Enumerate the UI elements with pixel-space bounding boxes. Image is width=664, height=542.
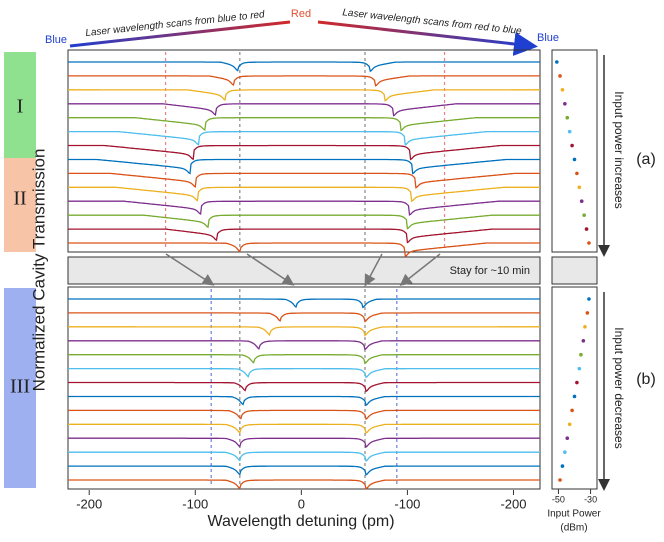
transmission-trace <box>68 242 540 258</box>
transmission-trace <box>68 395 540 407</box>
transmission-trace <box>68 409 540 421</box>
power-point <box>565 115 570 120</box>
transmission-trace <box>68 130 540 146</box>
region-band <box>4 158 36 252</box>
power-point <box>555 60 559 64</box>
transmission-trace <box>68 326 540 337</box>
power-point <box>567 422 572 427</box>
transmission-trace <box>68 214 540 230</box>
region-label: II <box>13 188 26 210</box>
x-tick-label: -100 <box>182 496 208 511</box>
power-arrow-text: Input power increases <box>612 91 626 208</box>
transmission-trace <box>68 117 540 132</box>
region-label: I <box>17 96 24 118</box>
transmission-trace <box>68 354 540 365</box>
transmission-trace <box>68 89 540 102</box>
scan-arrow <box>69 20 291 48</box>
transmission-trace <box>68 423 540 435</box>
y-axis-label: Normalized Cavity Transmission <box>29 149 48 392</box>
x-tick-label: -200 <box>76 496 102 511</box>
transmission-trace <box>68 172 540 189</box>
region-band <box>4 288 36 488</box>
side-frame <box>551 49 598 253</box>
power-point <box>581 338 586 343</box>
transmission-trace <box>68 312 540 323</box>
wait-band <box>67 256 541 285</box>
power-point <box>575 380 579 385</box>
power-point <box>563 101 567 106</box>
x-tick-label: -30 <box>584 494 597 504</box>
region-label: III <box>10 376 30 398</box>
side-axis-unit: (dBm) <box>560 523 587 534</box>
transmission-trace <box>68 465 540 476</box>
power-point <box>560 464 565 468</box>
power-point <box>575 171 579 176</box>
transmission-trace <box>68 298 540 309</box>
x-tick-label: -50 <box>552 494 565 504</box>
power-point <box>577 185 582 190</box>
transmission-trace <box>68 158 540 175</box>
header-middle: Red <box>291 8 311 20</box>
power-point <box>560 88 565 92</box>
scan-arrow <box>317 20 538 56</box>
transmission-trace <box>68 340 540 351</box>
side-frame <box>551 286 598 490</box>
transmission-trace <box>68 437 540 449</box>
panel-frame <box>67 49 541 253</box>
wait-text: Stay for ~10 min <box>450 265 530 277</box>
power-point <box>572 394 577 399</box>
header-left: Blue <box>45 34 67 46</box>
transmission-trace <box>68 479 540 490</box>
transmission-trace <box>68 451 540 462</box>
wait-band <box>551 256 598 285</box>
transmission-trace <box>68 75 540 87</box>
panel-frame <box>67 286 541 490</box>
power-point <box>567 129 572 134</box>
power-point <box>582 213 586 217</box>
power-point <box>584 227 589 231</box>
transmission-trace <box>68 103 540 117</box>
region-band <box>4 52 36 158</box>
transmission-trace <box>68 61 540 73</box>
transfer-arrows <box>165 253 441 287</box>
power-point <box>577 366 582 371</box>
power-point <box>570 143 574 148</box>
header-right: Blue <box>537 32 559 44</box>
scan-text: Laser wavelength scans from red to blue <box>342 7 523 37</box>
power-point <box>558 478 562 482</box>
power-point <box>558 74 562 78</box>
transmission-trace <box>68 228 540 244</box>
transmission-trace <box>68 367 540 379</box>
transmission-trace <box>68 381 540 393</box>
x-tick-label: -200 <box>500 496 526 511</box>
power-point <box>572 157 577 162</box>
panel-label: (a) <box>636 151 656 168</box>
panel-label: (b) <box>636 371 656 388</box>
transmission-trace <box>68 200 540 216</box>
power-point <box>587 241 591 245</box>
power-point <box>579 352 583 357</box>
power-point <box>585 311 590 315</box>
power-arrow-text: Input power decreases <box>612 327 626 448</box>
power-point <box>565 436 570 441</box>
power-point <box>570 408 574 413</box>
power-point <box>587 297 591 301</box>
transmission-trace <box>68 144 540 161</box>
x-axis-label: Wavelength detuning (pm) <box>207 513 394 530</box>
power-point <box>579 199 584 204</box>
x-tick-label: 0 <box>298 496 305 511</box>
power-point <box>563 450 567 454</box>
transmission-trace <box>68 186 540 203</box>
side-axis-label: Input Power <box>547 509 601 520</box>
power-point <box>583 325 587 329</box>
x-tick-label: -100 <box>394 496 420 511</box>
